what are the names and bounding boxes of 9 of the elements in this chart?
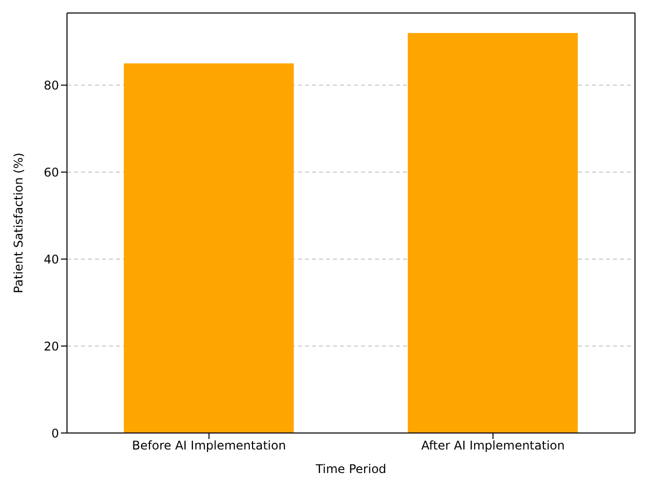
y-axis-title: Patient Satisfaction (%) [11, 152, 26, 294]
y-tick-label: 40 [44, 252, 59, 266]
y-tick-label: 60 [44, 165, 59, 180]
y-tick-label: 0 [51, 426, 59, 440]
y-tick-label: 80 [44, 78, 59, 92]
x-tick-label: Before AI Implementation [132, 438, 286, 453]
x-tick-label: After AI Implementation [421, 438, 565, 453]
y-tick-label: 20 [44, 339, 59, 354]
x-axis-title: Time Period [314, 462, 386, 476]
